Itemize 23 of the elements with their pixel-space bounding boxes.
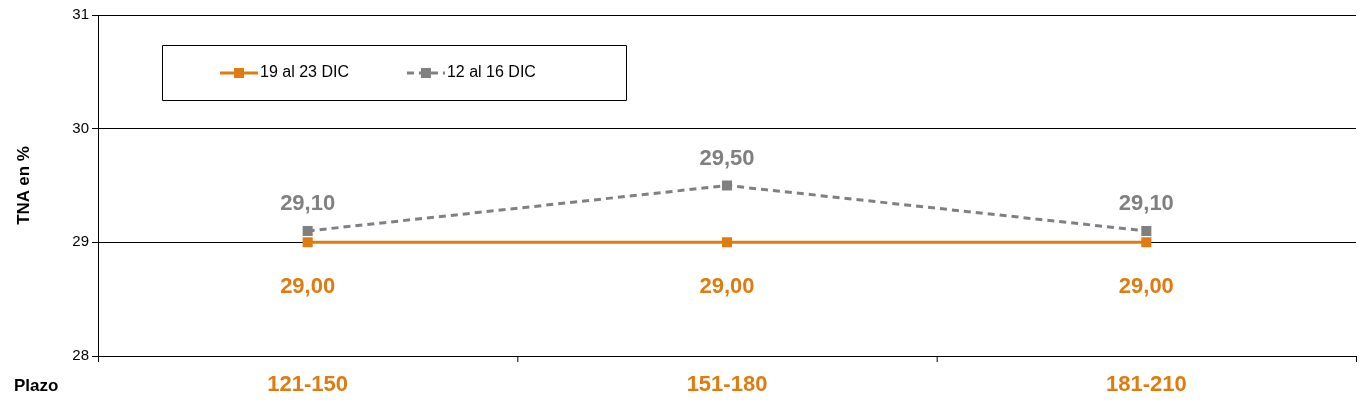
x-tick-label: 151-180 xyxy=(686,371,768,397)
point xyxy=(721,237,733,248)
x-tick-label: 121-150 xyxy=(267,371,349,397)
data-label: 29,50 xyxy=(699,144,755,170)
y-tick-label: 31 xyxy=(72,5,89,23)
point xyxy=(1141,225,1152,236)
data-label: 29,00 xyxy=(1118,273,1174,299)
y-tick-label: 29 xyxy=(72,232,89,250)
data-label: 29,10 xyxy=(1118,190,1174,216)
point xyxy=(1141,237,1152,248)
x-axis-title: Plazo xyxy=(14,375,59,395)
legend-label: 19 al 23 DIC xyxy=(260,63,349,81)
y-tick-label: 28 xyxy=(72,346,89,364)
data-label: 29,00 xyxy=(699,273,755,299)
point xyxy=(302,237,313,248)
point xyxy=(302,225,313,236)
data-label: 29,00 xyxy=(280,273,336,299)
y-axis-title: TNA en % xyxy=(13,146,33,225)
x-tick-label: 181-210 xyxy=(1105,371,1187,397)
y-tick-label: 30 xyxy=(72,118,89,136)
point xyxy=(721,180,733,191)
legend-label: 12 al 16 DIC xyxy=(446,63,536,81)
data-label: 29,10 xyxy=(280,190,336,216)
